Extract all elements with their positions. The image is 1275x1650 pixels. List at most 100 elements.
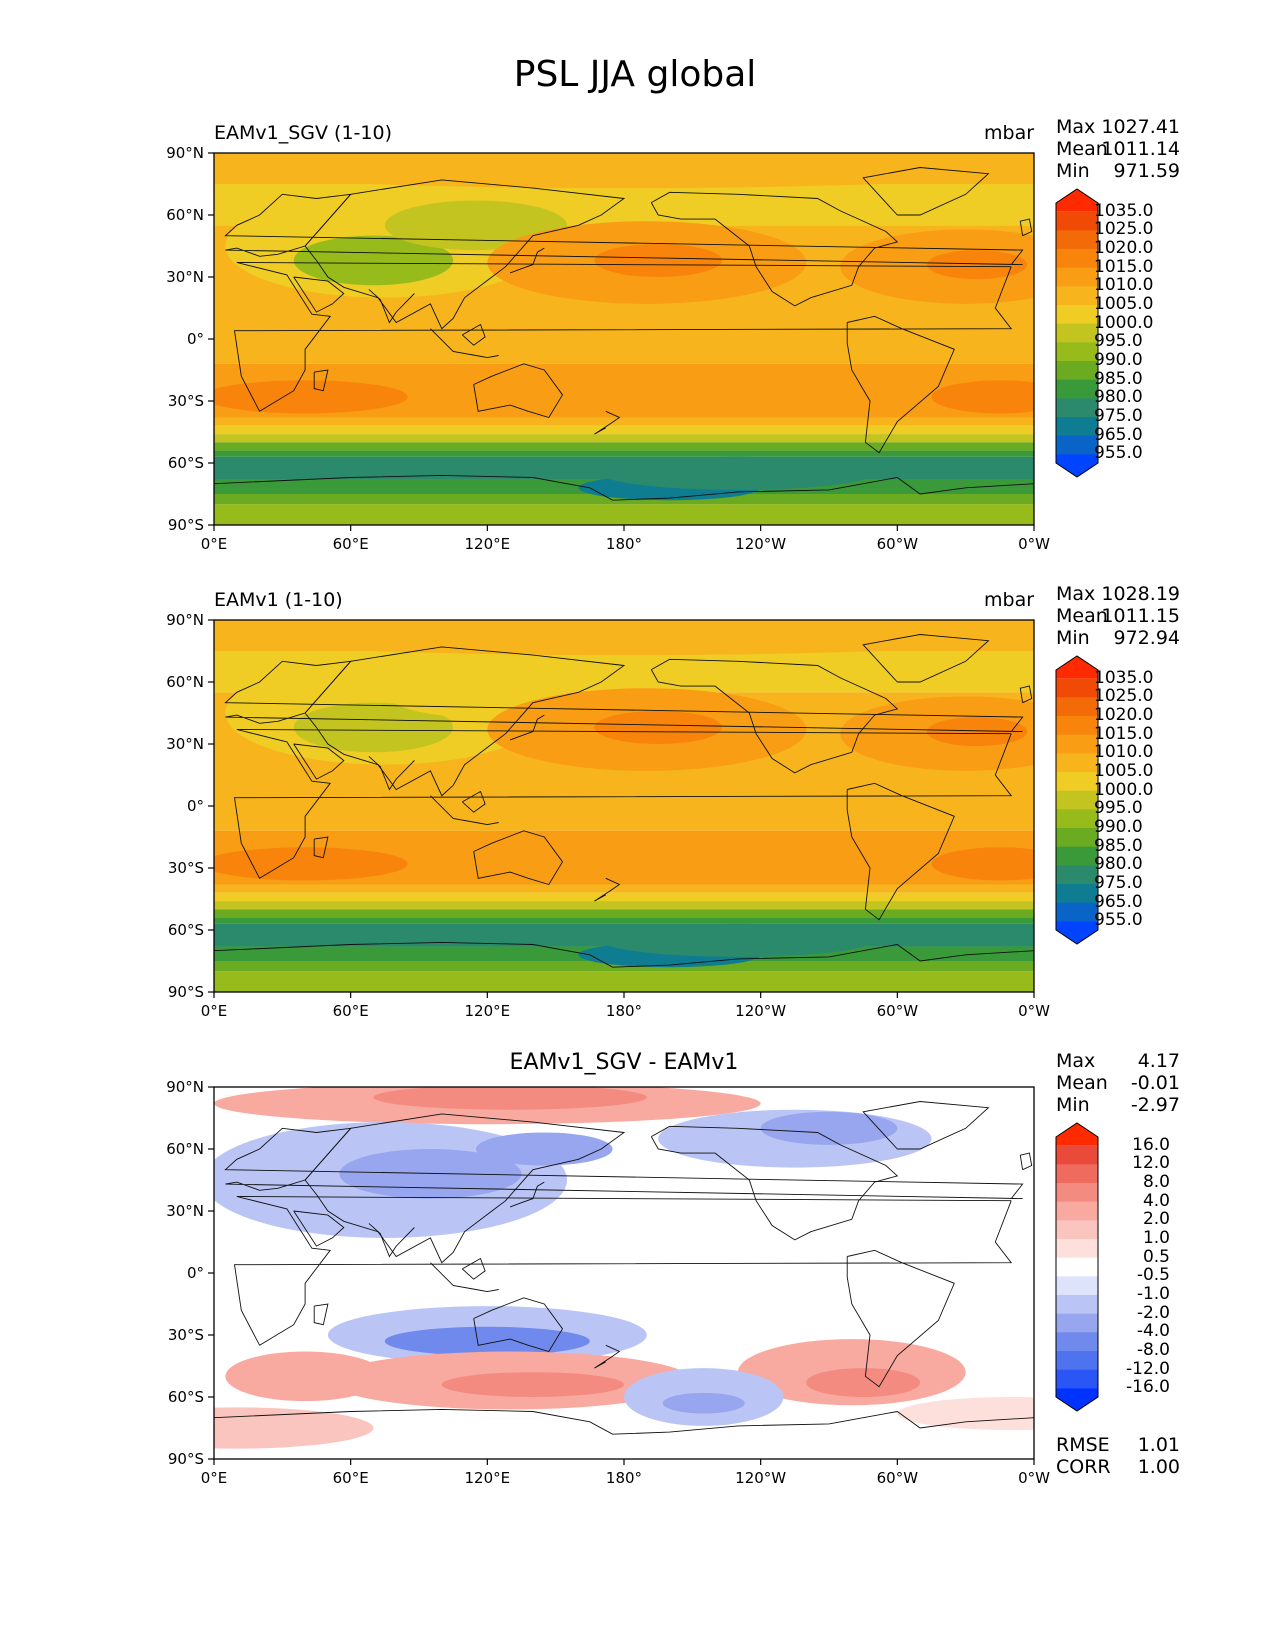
colorbar-tick-label: 955.0 xyxy=(1094,910,1143,931)
colorbar-tick-label: 975.0 xyxy=(1094,873,1143,893)
lon-tick-label: 180° xyxy=(605,535,643,553)
colorbar-tick-label: 1025.0 xyxy=(1094,686,1154,707)
coastlines xyxy=(214,1101,1034,1435)
colorbar-tick-label: -12.0 xyxy=(1126,1358,1170,1379)
lon-tick-label: 0°E xyxy=(200,535,228,553)
colorbar-tick-label: 1025.0 xyxy=(1094,219,1154,240)
lon-tick-label: 180° xyxy=(605,1002,643,1020)
lon-tick-label: 0°W xyxy=(1018,1469,1050,1487)
colorbar-tick-label: 1035.0 xyxy=(1094,200,1154,221)
min-value: 972.94 xyxy=(1113,627,1180,649)
colorbar-tick-label: 1015.0 xyxy=(1094,256,1154,277)
lon-tick-label: 180° xyxy=(605,1469,643,1487)
mean-label: Mean xyxy=(1056,605,1108,627)
lat-tick-label: 90°S xyxy=(167,516,204,534)
colorbar-tick-label: 975.0 xyxy=(1094,406,1143,426)
corr-value: 1.00 xyxy=(1137,1456,1180,1478)
min-label: Min xyxy=(1056,160,1090,182)
colorbar-tick-label: 955.0 xyxy=(1094,443,1143,464)
colorbar-tick-label: 965.0 xyxy=(1094,891,1143,912)
rmse-value: 1.01 xyxy=(1137,1434,1180,1456)
lon-tick-label: 60°E xyxy=(332,535,369,553)
lat-tick-label: 60°S xyxy=(167,454,204,472)
colorbar-tick-label: 1020.0 xyxy=(1094,238,1154,258)
mean-label: Mean xyxy=(1056,138,1108,160)
colorbar-tick-label: 985.0 xyxy=(1094,835,1143,856)
units-label: mbar xyxy=(984,589,1035,611)
colorbar xyxy=(1055,655,1099,945)
lon-tick-label: 60°E xyxy=(332,1002,369,1020)
max-value: 1028.19 xyxy=(1101,583,1180,605)
colorbar-tick-label: 12.0 xyxy=(1132,1153,1170,1174)
panel-eamv1: EAMv1 (1-10) mbar Max 1028.19 Mean 1011.… xyxy=(0,577,1275,1037)
colorbar-tick-label: -1.0 xyxy=(1136,1284,1170,1304)
corr-label: CORR xyxy=(1056,1456,1111,1478)
colorbar-tick-label: -0.5 xyxy=(1136,1265,1170,1286)
lon-tick-label: 60°W xyxy=(876,1469,919,1487)
lat-tick-label: 60°N xyxy=(166,673,204,691)
lon-tick-label: 120°E xyxy=(464,1002,511,1020)
colorbar-tick-label: 4.0 xyxy=(1142,1190,1170,1211)
lon-tick-label: 120°W xyxy=(735,1002,787,1020)
mean-value: -0.01 xyxy=(1130,1072,1180,1094)
map-eamv1 xyxy=(208,619,1099,998)
map-eamv1-sgv xyxy=(208,152,1099,531)
lat-tick-label: 60°N xyxy=(166,206,204,224)
lat-tick-label: 30°N xyxy=(166,268,204,286)
lat-tick-label: 0° xyxy=(186,1264,204,1282)
mean-value: 1011.15 xyxy=(1101,605,1180,627)
lat-tick-label: 60°S xyxy=(167,1388,204,1406)
lon-tick-label: 0°W xyxy=(1018,535,1050,553)
colorbar-tick-label: -8.0 xyxy=(1136,1340,1170,1360)
lat-tick-label: 90°N xyxy=(166,611,204,629)
map-difference xyxy=(208,1086,1099,1465)
panel-title: EAMv1_SGV (1-10) xyxy=(214,122,392,144)
lon-tick-label: 60°W xyxy=(876,1002,919,1020)
lon-tick-label: 60°W xyxy=(876,535,919,553)
colorbar-tick-label: -2.0 xyxy=(1136,1302,1170,1323)
colorbar-tick-label: 1010.0 xyxy=(1094,742,1154,763)
colorbar-tick-label: 1000.0 xyxy=(1094,312,1154,333)
colorbar-tick-label: 8.0 xyxy=(1142,1172,1170,1192)
lat-tick-label: 90°S xyxy=(167,983,204,1001)
colorbar-tick-label: 1005.0 xyxy=(1094,294,1154,314)
lat-tick-label: 60°N xyxy=(166,1140,204,1158)
colorbar-tick-label: 995.0 xyxy=(1094,331,1143,352)
lon-tick-label: 0°W xyxy=(1018,1002,1050,1020)
max-label: Max xyxy=(1056,1050,1096,1072)
colorbar xyxy=(1055,1122,1099,1412)
max-value: 4.17 xyxy=(1137,1050,1180,1072)
figure-title: PSL JJA global xyxy=(513,54,757,95)
panel-difference: EAMv1_SGV - EAMv1 Max 4.17 Mean -0.01 Mi… xyxy=(0,1044,1275,1504)
coastlines xyxy=(214,634,1034,968)
lat-tick-label: 90°N xyxy=(166,1078,204,1096)
max-label: Max xyxy=(1056,583,1096,605)
colorbar-tick-label: 995.0 xyxy=(1094,798,1143,819)
colorbar-tick-label: 2.0 xyxy=(1142,1209,1170,1230)
lon-tick-label: 120°W xyxy=(735,1469,787,1487)
lon-tick-label: 120°E xyxy=(464,535,511,553)
colorbar-tick-label: -16.0 xyxy=(1126,1377,1170,1398)
rmse-label: RMSE xyxy=(1056,1434,1110,1456)
panel-title: EAMv1_SGV - EAMv1 xyxy=(509,1050,739,1075)
colorbar-tick-label: 990.0 xyxy=(1094,817,1143,837)
field-layer xyxy=(214,620,1034,992)
colorbar-tick-label: 0.5 xyxy=(1142,1246,1170,1267)
colorbar-tick-label: 980.0 xyxy=(1094,387,1143,408)
mean-label: Mean xyxy=(1056,1072,1108,1094)
panel-title: EAMv1 (1-10) xyxy=(214,589,343,611)
lat-tick-label: 30°S xyxy=(167,1326,204,1344)
lat-tick-label: 30°N xyxy=(166,1202,204,1220)
colorbar-tick-label: 1010.0 xyxy=(1094,275,1154,296)
units-label: mbar xyxy=(984,122,1035,144)
lat-tick-label: 0° xyxy=(186,330,204,348)
min-value: -2.97 xyxy=(1130,1094,1180,1116)
coastlines xyxy=(214,167,1034,501)
min-value: 971.59 xyxy=(1113,160,1180,182)
colorbar-tick-label: 985.0 xyxy=(1094,368,1143,389)
lon-tick-label: 0°E xyxy=(200,1002,228,1020)
colorbar-tick-label: 980.0 xyxy=(1094,854,1143,875)
lon-tick-label: 120°E xyxy=(464,1469,511,1487)
colorbar-tick-label: 16.0 xyxy=(1132,1134,1170,1155)
lat-tick-label: 90°N xyxy=(166,144,204,162)
